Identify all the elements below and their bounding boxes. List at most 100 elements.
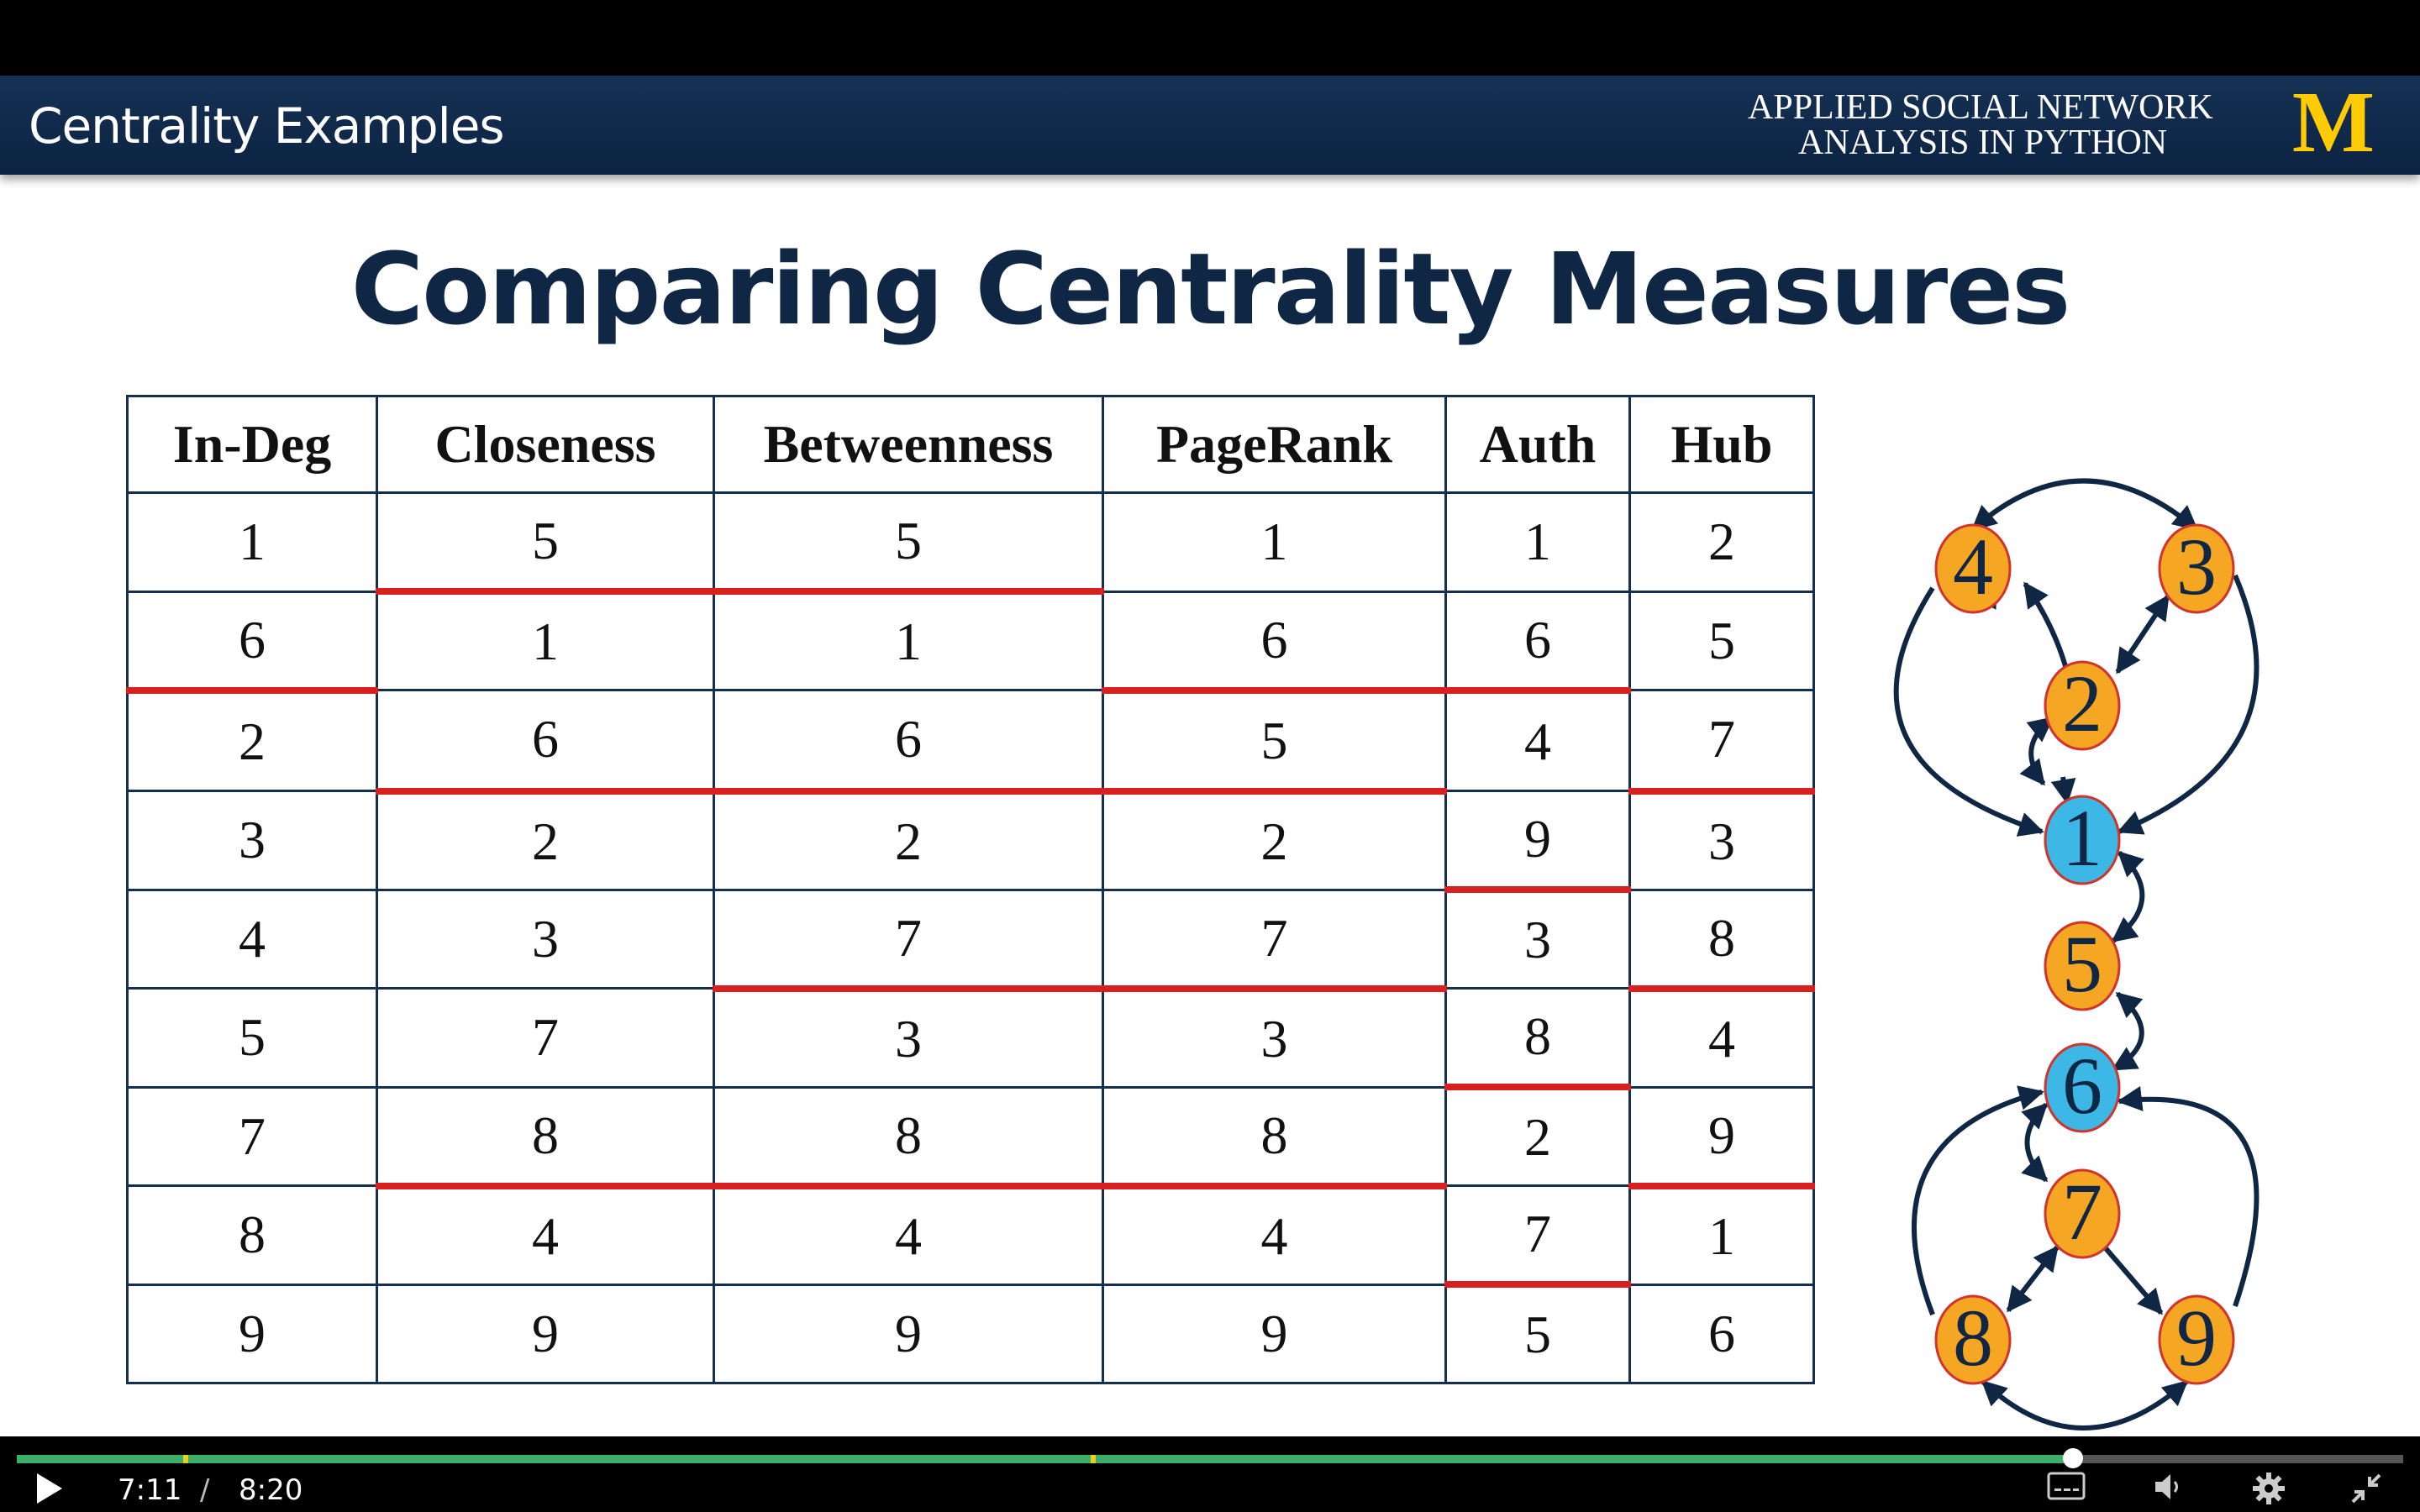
column-header: Betweenness bbox=[713, 395, 1104, 494]
table-cell: 2 bbox=[1444, 1085, 1631, 1187]
table-cell: 8 bbox=[713, 1085, 1104, 1189]
exit-fullscreen-button[interactable] bbox=[2349, 1472, 2383, 1505]
graph-edge bbox=[2111, 850, 2145, 943]
table-cell: 7 bbox=[1102, 888, 1447, 992]
graph-node-9: 9 bbox=[2158, 1293, 2235, 1385]
node-label: 6 bbox=[2062, 1041, 2102, 1131]
chapter-marker[interactable] bbox=[1091, 1455, 1096, 1463]
table-cell: 3 bbox=[126, 790, 378, 891]
volume-button[interactable] bbox=[2153, 1472, 2186, 1502]
slide: Centrality Examples APPLIED SOCIAL NETWO… bbox=[0, 76, 2420, 1436]
column-header: Auth bbox=[1444, 395, 1631, 494]
progress-handle[interactable] bbox=[2062, 1448, 2083, 1468]
course-name-line2: ANALYSIS IN PYTHON bbox=[1798, 123, 2168, 162]
node-label: 8 bbox=[1953, 1293, 1993, 1383]
header-title: Centrality Examples bbox=[29, 97, 505, 155]
node-label: 2 bbox=[2062, 659, 2102, 748]
graph-node-3: 3 bbox=[2158, 522, 2235, 614]
graph-node-4: 4 bbox=[1934, 522, 2012, 614]
table-cell: 1 bbox=[1628, 1184, 1815, 1286]
table-cell: 5 bbox=[713, 491, 1104, 595]
table-cell: 6 bbox=[126, 590, 378, 694]
table-cell: 8 bbox=[1628, 888, 1815, 992]
captions-icon bbox=[2047, 1472, 2086, 1500]
chapter-marker[interactable] bbox=[183, 1455, 188, 1463]
graph-edge bbox=[1970, 478, 2199, 532]
graph-edge bbox=[2006, 1245, 2060, 1313]
progress-fill bbox=[17, 1455, 2073, 1463]
graph-edge bbox=[2023, 581, 2070, 673]
table-cell: 1 bbox=[1444, 491, 1631, 593]
table-cell: 4 bbox=[126, 888, 378, 990]
table-cell: 5 bbox=[376, 491, 715, 595]
column-header: PageRank bbox=[1102, 395, 1447, 494]
table-header-row: In-Deg Closeness Betweenness PageRank Auth Hu… bbox=[126, 395, 1815, 494]
table-cell: 2 bbox=[713, 790, 1104, 891]
node-circle bbox=[2158, 523, 2235, 614]
node-label: 4 bbox=[1953, 522, 1993, 612]
node-label: 7 bbox=[2062, 1167, 2102, 1257]
captions-button[interactable] bbox=[2047, 1472, 2086, 1502]
progress-bar[interactable] bbox=[17, 1448, 2403, 1468]
node-label: 3 bbox=[2176, 522, 2217, 612]
graph-node-8: 8 bbox=[1934, 1293, 2012, 1385]
node-label: 9 bbox=[2176, 1293, 2217, 1383]
node-label: 1 bbox=[2062, 793, 2102, 883]
table-cell: 7 bbox=[1444, 1184, 1631, 1288]
table-cell: 2 bbox=[126, 689, 378, 792]
table-cell: 5 bbox=[1628, 590, 1815, 691]
centrality-table: In-Deg Closeness Betweenness PageRank Auth Hu… bbox=[126, 395, 1815, 1384]
graph-edge bbox=[2115, 594, 2170, 675]
table-cell: 3 bbox=[1102, 987, 1447, 1089]
table-cell: 2 bbox=[376, 790, 715, 891]
speaker-icon bbox=[2155, 1474, 2170, 1499]
play-button[interactable] bbox=[32, 1472, 66, 1505]
graph-node-2: 2 bbox=[2044, 659, 2121, 751]
node-circle bbox=[1934, 523, 2012, 614]
graph-edge bbox=[2021, 1102, 2049, 1183]
table-cell: 7 bbox=[713, 888, 1104, 992]
node-circle bbox=[2044, 1168, 2121, 1259]
page-title: Comparing Centrality Measures bbox=[350, 231, 2071, 347]
node-circle bbox=[1934, 1294, 2012, 1385]
column-header: Closeness bbox=[376, 395, 715, 494]
graph-edges bbox=[1893, 478, 2260, 1431]
table-cell: 3 bbox=[1628, 790, 1815, 891]
graph-edge bbox=[2111, 991, 2144, 1072]
graph-edge bbox=[2117, 574, 2260, 835]
settings-button[interactable] bbox=[2252, 1472, 2286, 1505]
node-circle bbox=[2044, 921, 2121, 1011]
table-cell: 2 bbox=[1102, 790, 1447, 891]
play-icon bbox=[37, 1473, 62, 1504]
table-cell: 7 bbox=[1628, 689, 1815, 795]
node-circle bbox=[2044, 795, 2121, 885]
total-time: 8:20 bbox=[239, 1473, 303, 1507]
table-cell: 9 bbox=[713, 1283, 1104, 1384]
graph-edge bbox=[2117, 1086, 2260, 1307]
graph-node-1: 1 bbox=[2044, 793, 2121, 885]
table-cell: 8 bbox=[126, 1184, 378, 1286]
logo-letter: M bbox=[2292, 86, 2375, 160]
node-circle bbox=[2044, 1042, 2121, 1133]
table-cell: 8 bbox=[1102, 1085, 1447, 1189]
course-name-line1: APPLIED SOCIAL NETWORK bbox=[1748, 88, 2213, 127]
table-cell: 8 bbox=[1444, 987, 1631, 1090]
time-separator: / bbox=[200, 1473, 210, 1507]
table-cell: 7 bbox=[126, 1085, 378, 1187]
table-cell: 6 bbox=[1628, 1283, 1815, 1384]
table-cell: 4 bbox=[1628, 987, 1815, 1089]
table-cell: 3 bbox=[376, 888, 715, 990]
table-cell: 9 bbox=[126, 1283, 378, 1384]
graph-edge bbox=[2102, 1246, 2164, 1315]
table-cell: 9 bbox=[376, 1283, 715, 1384]
graph-edge bbox=[2050, 776, 2076, 805]
current-time: 7:11 bbox=[118, 1473, 182, 1507]
